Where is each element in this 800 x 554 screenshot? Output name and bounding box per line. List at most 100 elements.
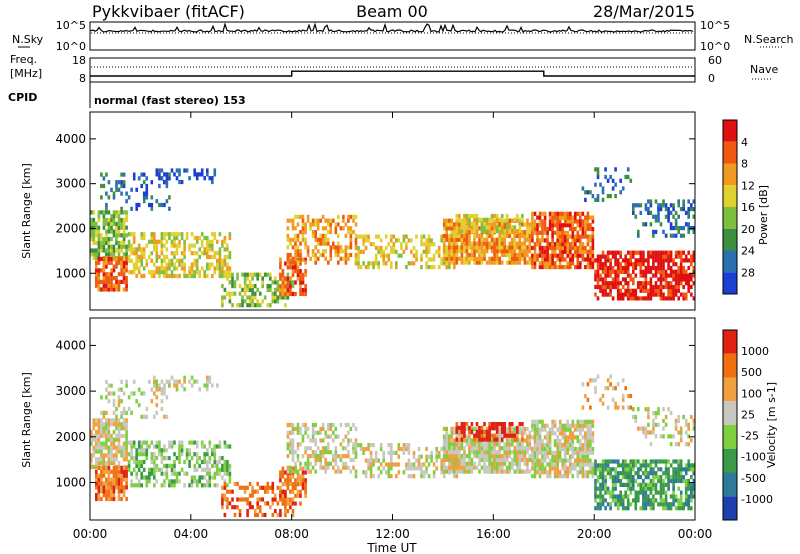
power-cell [223, 235, 227, 241]
power-cell [304, 272, 307, 277]
power-cell [243, 299, 247, 304]
power-cell [581, 242, 585, 247]
power-cell [677, 273, 680, 278]
velocity-cell [561, 458, 564, 463]
velocity-cell [327, 442, 330, 447]
power-cell [543, 265, 547, 270]
power-cell [221, 270, 224, 275]
power-cell [644, 296, 648, 301]
power-cell [614, 273, 617, 278]
power-cell [231, 272, 234, 277]
power-cell [110, 287, 113, 292]
velocity-cell [521, 426, 524, 431]
velocity-cell [687, 478, 690, 484]
velocity-cell [647, 407, 650, 412]
velocity-cell [516, 469, 519, 474]
power-cell [105, 221, 108, 226]
power-cell [274, 299, 277, 304]
velocity-cell [195, 452, 199, 457]
power-cell [561, 211, 564, 216]
velocity-cell [263, 512, 267, 518]
power-cell [692, 265, 696, 271]
power-cell [518, 260, 522, 265]
velocity-cell [203, 459, 206, 465]
power-cell [619, 250, 622, 255]
velocity-cell [576, 446, 580, 452]
power-cell [382, 257, 385, 262]
power-cell [97, 260, 101, 265]
power-cell [672, 262, 675, 267]
power-cell [561, 265, 564, 270]
velocity-cell [528, 438, 532, 443]
power-cell [178, 262, 181, 267]
velocity-cell [495, 437, 499, 442]
velocity-cell [553, 423, 557, 428]
power-cell [591, 245, 595, 251]
velocity-cell [677, 486, 680, 491]
power-cell [574, 215, 577, 220]
power-cell [112, 233, 116, 238]
power-cell [334, 245, 338, 250]
velocity-cell [561, 431, 564, 436]
velocity-cell [463, 457, 466, 462]
velocity-cell [97, 418, 101, 423]
velocity-cell [483, 450, 486, 455]
velocity-cell [248, 481, 252, 486]
power-cell [306, 252, 310, 258]
velocity-cell [163, 448, 166, 453]
power-cell [682, 296, 685, 301]
power-cell [440, 238, 443, 243]
velocity-cell [458, 438, 461, 443]
power-cell [611, 178, 615, 183]
power-cell [206, 273, 209, 279]
velocity-cell [102, 465, 106, 470]
power-cell [115, 221, 118, 226]
velocity-cell [163, 383, 166, 388]
power-cell [586, 234, 590, 239]
velocity-cell [690, 463, 693, 468]
power-cell [513, 260, 517, 265]
power-cell [488, 256, 491, 261]
power-cell [150, 273, 154, 279]
power-colorbar-swatch [723, 207, 737, 229]
power-cell [291, 280, 295, 285]
power-cell [543, 249, 547, 254]
velocity-cell [586, 446, 590, 452]
velocity-cell [105, 445, 108, 450]
power-cell [132, 239, 136, 244]
power-cell [483, 221, 486, 226]
power-cell [624, 258, 627, 263]
velocity-cell [100, 485, 103, 490]
power-cell [599, 277, 602, 282]
power-cell [256, 303, 259, 308]
power-cell [556, 245, 559, 251]
velocity-cell [107, 433, 111, 439]
velocity-cell [296, 426, 300, 431]
power-cell [672, 226, 675, 231]
velocity-cell [511, 430, 514, 435]
velocity-cell [327, 426, 330, 431]
power-cell [591, 215, 595, 220]
velocity-cell [488, 442, 491, 447]
velocity-cell [561, 443, 564, 448]
velocity-cell [349, 426, 353, 431]
velocity-cell [571, 466, 575, 471]
power-cell [291, 218, 295, 223]
power-cell [427, 242, 431, 247]
velocity-cell [311, 434, 315, 439]
power-cell [609, 194, 612, 199]
velocity-cell [445, 465, 448, 470]
power-cell [611, 296, 615, 301]
power-cell [117, 225, 121, 230]
velocity-cell [102, 457, 106, 462]
power-colorbar-swatch [723, 120, 737, 142]
velocity-cell [538, 450, 542, 455]
power-cell [142, 180, 146, 185]
power-cell [687, 258, 690, 263]
velocity-cell [463, 461, 466, 466]
power-cell [90, 217, 93, 223]
velocity-cell [117, 430, 121, 435]
power-cell [659, 258, 663, 263]
power-cell [553, 219, 557, 224]
power-cell [644, 207, 648, 212]
